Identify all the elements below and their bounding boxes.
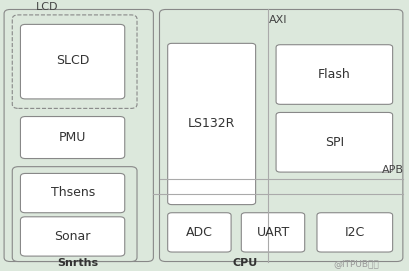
Text: ADC: ADC bbox=[186, 226, 213, 239]
FancyBboxPatch shape bbox=[12, 167, 137, 262]
Text: SPI: SPI bbox=[325, 136, 344, 149]
Text: UART: UART bbox=[256, 226, 290, 239]
Text: APB: APB bbox=[382, 165, 404, 175]
FancyBboxPatch shape bbox=[12, 15, 137, 108]
FancyBboxPatch shape bbox=[241, 213, 305, 252]
Text: PMU: PMU bbox=[59, 131, 86, 144]
FancyBboxPatch shape bbox=[276, 45, 393, 104]
Text: Snrths: Snrths bbox=[57, 258, 98, 268]
Text: LS132R: LS132R bbox=[188, 117, 236, 130]
Text: @ITPUB博客: @ITPUB博客 bbox=[333, 259, 379, 268]
FancyBboxPatch shape bbox=[20, 173, 125, 213]
FancyBboxPatch shape bbox=[160, 9, 403, 262]
FancyBboxPatch shape bbox=[4, 9, 153, 262]
Text: CPU: CPU bbox=[233, 258, 258, 268]
FancyBboxPatch shape bbox=[317, 213, 393, 252]
FancyBboxPatch shape bbox=[20, 217, 125, 256]
Text: LCD: LCD bbox=[36, 2, 58, 12]
FancyBboxPatch shape bbox=[168, 43, 256, 205]
Text: Sonar: Sonar bbox=[55, 230, 91, 243]
Text: Flash: Flash bbox=[318, 68, 351, 81]
FancyBboxPatch shape bbox=[168, 213, 231, 252]
Text: Thsens: Thsens bbox=[51, 186, 95, 199]
FancyBboxPatch shape bbox=[276, 112, 393, 172]
Text: I2C: I2C bbox=[345, 226, 365, 239]
FancyBboxPatch shape bbox=[20, 24, 125, 99]
FancyBboxPatch shape bbox=[20, 117, 125, 159]
Text: AXI: AXI bbox=[269, 15, 288, 25]
Text: SLCD: SLCD bbox=[56, 54, 90, 67]
